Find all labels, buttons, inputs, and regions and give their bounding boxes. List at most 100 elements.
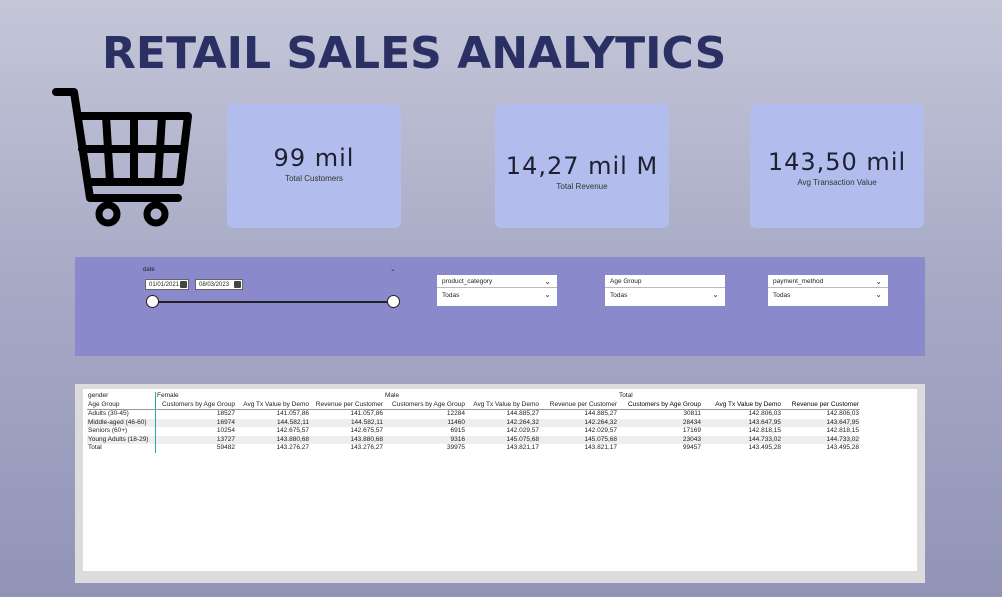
table-cell: 17169 [682,427,701,434]
date-slicer-label: date [143,267,155,273]
table-cell: 144.733,02 [702,435,782,444]
table-row[interactable]: Middle-aged (46-60) 16974 144.582,11 144… [87,418,860,427]
table-cell: 10254 [216,427,235,434]
slicer-title: Age Group [610,278,642,285]
table-cell: 142.806,03 [826,410,859,417]
slicer-value: Todas [773,292,791,299]
column-header[interactable]: Customers by Age Group [618,400,702,410]
chevron-down-icon[interactable]: ⌄ [712,290,719,299]
table-cell: 142.818,15 [748,427,781,434]
table-cell: 28434 [618,418,702,427]
table-cell: 142.675,57 [350,427,383,434]
date-range-slider[interactable] [151,301,394,303]
row-label: Young Adults (18-29) [87,435,156,444]
payment-method-dropdown[interactable]: payment_method ⌄ Todas ⌄ [768,275,888,306]
group-header-male[interactable]: Male [385,392,400,399]
matrix-visual: gender Female Male Total Age Group Custo… [75,384,925,583]
table-cell: 142.029,57 [506,427,539,434]
column-header[interactable]: Customers by Age Group [155,400,236,410]
slicer-value: Todas [442,292,460,299]
row-label: Middle-aged (46-60) [87,418,156,427]
page-title: RETAIL SALES ANALYTICS [102,28,727,79]
column-header[interactable]: Customers by Age Group [384,400,466,410]
chevron-down-icon[interactable]: ⌄ [875,277,882,286]
table-cell: 141.057,86 [350,410,383,417]
matrix-table-area[interactable]: gender Female Male Total Age Group Custo… [83,389,917,571]
column-header[interactable]: Avg Tx Value by Demo [236,400,310,410]
kpi-value: 143,50 mil [767,148,907,176]
kpi-card-total-revenue: 14,27 mil M Total Revenue [495,104,669,228]
calendar-icon[interactable] [180,281,187,288]
chevron-down-icon[interactable]: ⌄ [544,277,551,286]
slicer-value: Todas [610,292,628,299]
table-cell: 11460 [384,418,466,427]
date-end-input[interactable]: 08/03/2023 [195,279,243,290]
filter-panel: date ⌄ 01/01/2021 08/03/2023 product_cat… [75,257,925,356]
date-end-value: 08/03/2023 [199,282,230,288]
slider-handle-start[interactable] [146,295,159,308]
slicer-title: product_category [442,278,493,285]
table-cell: 59482 [216,444,235,451]
table-cell: 9316 [384,435,466,444]
product-category-dropdown[interactable]: product_category ⌄ Todas ⌄ [437,275,557,306]
kpi-label: Total Customers [285,174,343,183]
table-cell: 145.075,68 [466,435,540,444]
table-row-total[interactable]: Total 59482 143.276,27 143.276,27 39975 … [87,444,860,453]
group-header-total: Total [619,392,633,399]
shopping-cart-icon [52,88,192,227]
column-header[interactable]: Avg Tx Value by Demo [466,400,540,410]
kpi-value: 99 mil [273,144,355,172]
table-cell: 16974 [155,418,236,427]
table-cell: 143.276,27 [350,444,383,451]
group-header-female[interactable]: Female [157,392,179,399]
column-header[interactable]: Revenue per Customer [782,400,860,410]
age-group-dropdown[interactable]: Age Group Todas ⌄ [605,275,725,306]
chevron-down-icon[interactable]: ⌄ [875,290,882,299]
date-start-input[interactable]: 01/01/2021 [145,279,189,290]
table-cell: 143.880,68 [310,435,384,444]
table-cell: 18527 [216,410,235,417]
chevron-down-icon[interactable]: ⌄ [390,266,396,273]
table-row[interactable]: Seniors (60+) 10254 142.675,57 142.675,5… [87,427,860,436]
table-cell: 6915 [450,427,465,434]
table-cell: 144.885,27 [584,410,617,417]
row-header-age-group[interactable]: Age Group [87,400,156,410]
table-cell: 142.264,32 [466,418,540,427]
table-cell: 143.821,17 [584,444,617,451]
table-cell: 30811 [683,410,701,417]
table-cell: 141.057,86 [276,410,309,417]
column-header[interactable]: Avg Tx Value by Demo [702,400,782,410]
date-start-value: 01/01/2021 [149,282,180,288]
kpi-label: Avg Transaction Value [797,178,877,187]
column-header-gender[interactable]: gender [87,392,156,401]
column-header[interactable]: Revenue per Customer [540,400,618,410]
table-cell: 142.806,03 [748,410,781,417]
table-cell: 142.029,57 [584,427,617,434]
kpi-card-total-customers: 99 mil Total Customers [227,104,401,228]
table-row[interactable]: Young Adults (18-29) 13727 143.880,68 14… [87,435,860,444]
table-cell: 143.647,95 [782,418,860,427]
table-cell: 142.675,57 [276,427,309,434]
kpi-card-avg-transaction: 143,50 mil Avg Transaction Value [750,104,924,228]
table-cell: 143.821,17 [506,444,539,451]
table-cell: 144.582,11 [236,418,310,427]
kpi-label: Total Revenue [556,182,608,191]
slicer-title: payment_method [773,278,824,285]
table-cell: 99457 [682,444,701,451]
table-cell: 144.582,11 [310,418,384,427]
row-label: Adults (30-45) [87,409,156,419]
matrix-table: gender Female Male Total Age Group Custo… [87,392,860,453]
table-cell: 144.885,27 [506,410,539,417]
table-cell: 142.264,32 [540,418,618,427]
slider-handle-end[interactable] [387,295,400,308]
row-label: Seniors (60+) [87,427,156,436]
chevron-down-icon[interactable]: ⌄ [544,290,551,299]
calendar-icon[interactable] [234,281,241,288]
column-header[interactable]: Revenue per Customer [310,400,384,410]
kpi-value: 14,27 mil M [505,152,659,180]
table-row[interactable]: Adults (30-45) 18527 141.057,86 141.057,… [87,409,860,419]
table-cell: 13727 [155,435,236,444]
table-cell: 39975 [446,444,465,451]
table-cell: 143.276,27 [276,444,309,451]
row-label: Total [87,444,156,453]
